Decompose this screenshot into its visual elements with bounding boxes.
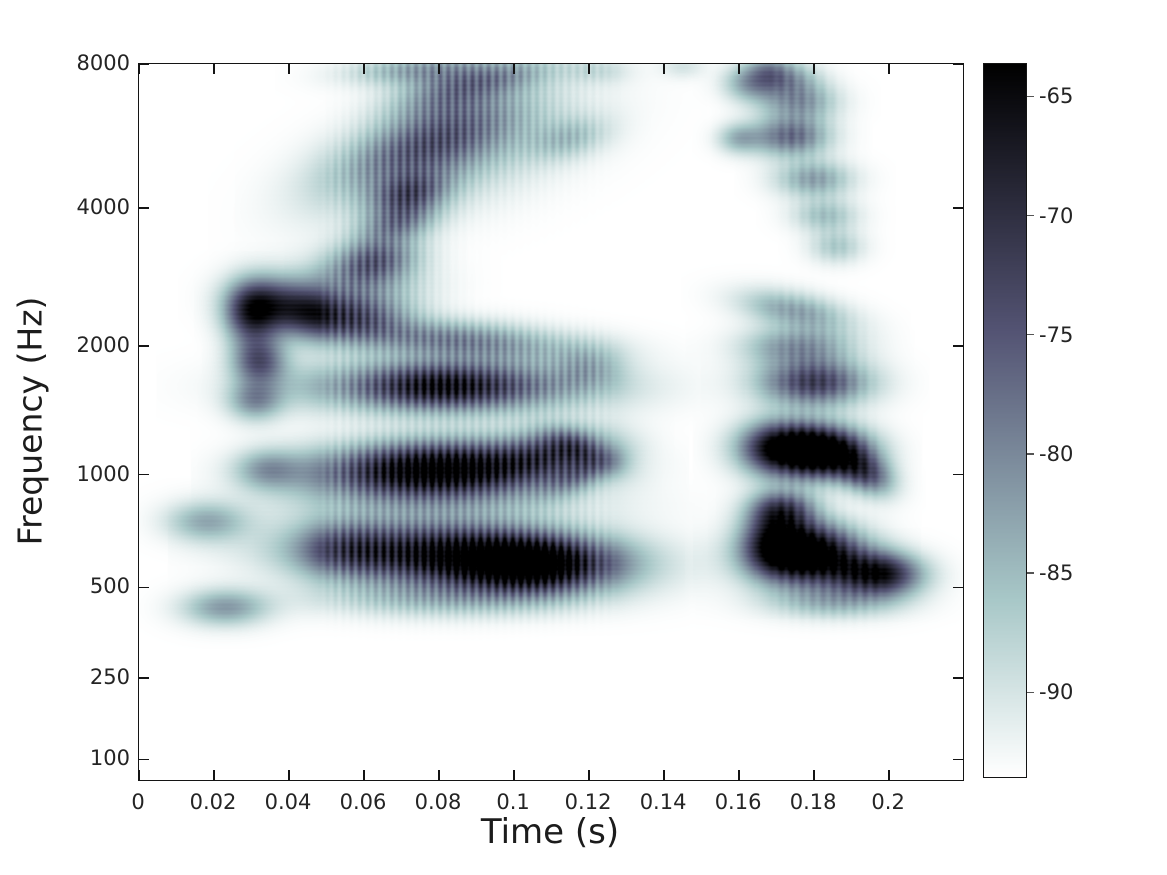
x-tick-label: 0.06	[339, 790, 387, 814]
x-tick-mark	[663, 770, 665, 780]
y-tick-label: 250	[89, 665, 130, 690]
y-tick-label: 8000	[76, 51, 130, 75]
x-tick-mark	[738, 770, 740, 780]
y-tick-mark-right	[953, 677, 963, 679]
x-tick-mark-top	[288, 64, 290, 74]
x-tick-label: 0.1	[496, 790, 530, 814]
y-tick-label: 1000	[76, 461, 130, 486]
x-tick-mark-top	[138, 64, 140, 74]
y-tick-label: 4000	[76, 194, 130, 219]
x-tick-label: 0.08	[414, 790, 462, 814]
x-axis-title: Time (s)	[480, 812, 620, 852]
y-tick-mark	[139, 677, 149, 679]
x-tick-label: 0.16	[714, 790, 762, 814]
y-tick-mark-right	[953, 473, 963, 476]
colorbar-tick-mark	[1027, 95, 1034, 98]
x-tick-label: 0	[131, 790, 145, 814]
x-tick-label: 0.04	[264, 790, 312, 814]
x-tick-mark	[213, 770, 215, 780]
y-tick-label: 2000	[76, 333, 130, 358]
spectrogram-heatmap	[139, 64, 963, 780]
colorbar-tick-label: -90	[1039, 680, 1074, 705]
y-tick-label: 500	[89, 574, 130, 599]
plot-area	[138, 63, 964, 781]
y-tick-mark-right	[953, 586, 963, 589]
x-tick-label: 0.2	[871, 790, 905, 814]
y-tick-mark	[139, 758, 149, 761]
x-tick-mark-top	[738, 64, 740, 74]
y-tick-mark	[139, 473, 149, 476]
colorbar-tick-label: -70	[1039, 203, 1074, 228]
x-tick-mark	[363, 770, 365, 780]
y-tick-mark	[139, 586, 149, 589]
y-tick-mark-right	[953, 63, 963, 65]
y-tick-label: 100	[89, 746, 130, 771]
colorbar-tick-label: -65	[1039, 84, 1074, 109]
colorbar-tick-mark	[1027, 334, 1034, 336]
x-tick-label: 0.12	[564, 790, 612, 814]
x-tick-mark	[513, 770, 515, 780]
x-tick-label: 0.02	[189, 790, 237, 814]
x-tick-mark-top	[588, 64, 590, 74]
x-tick-mark-top	[813, 64, 815, 74]
colorbar-tick-mark	[1027, 453, 1034, 455]
y-tick-mark	[139, 345, 149, 347]
x-tick-mark-top	[213, 64, 215, 74]
colorbar	[983, 63, 1027, 778]
colorbar-tick-label: -75	[1039, 322, 1074, 347]
x-tick-mark	[813, 770, 815, 780]
x-tick-mark-top	[513, 64, 515, 74]
x-tick-label: 0.14	[639, 790, 687, 814]
x-tick-mark-top	[363, 64, 365, 74]
x-tick-mark-top	[663, 64, 665, 74]
y-tick-mark-right	[953, 207, 963, 209]
x-tick-mark-top	[888, 64, 890, 74]
x-tick-mark-top	[438, 64, 440, 74]
y-tick-mark	[139, 63, 149, 65]
colorbar-tick-mark	[1027, 572, 1034, 574]
colorbar-tick-label: -80	[1039, 441, 1074, 466]
x-tick-mark	[888, 770, 890, 780]
y-tick-mark	[139, 207, 149, 209]
colorbar-tick-mark	[1027, 214, 1034, 217]
y-tick-mark-right	[953, 758, 963, 761]
y-tick-mark-right	[953, 345, 963, 347]
colorbar-tick-mark	[1027, 691, 1034, 693]
x-tick-mark	[138, 770, 140, 780]
colorbar-tick-label: -85	[1039, 561, 1074, 586]
x-tick-mark	[288, 770, 290, 780]
x-tick-mark	[438, 770, 440, 780]
x-tick-mark	[588, 770, 590, 780]
y-axis-title: Frequency (Hz)	[10, 296, 50, 546]
colorbar-gradient	[984, 64, 1026, 777]
x-tick-label: 0.18	[789, 790, 837, 814]
